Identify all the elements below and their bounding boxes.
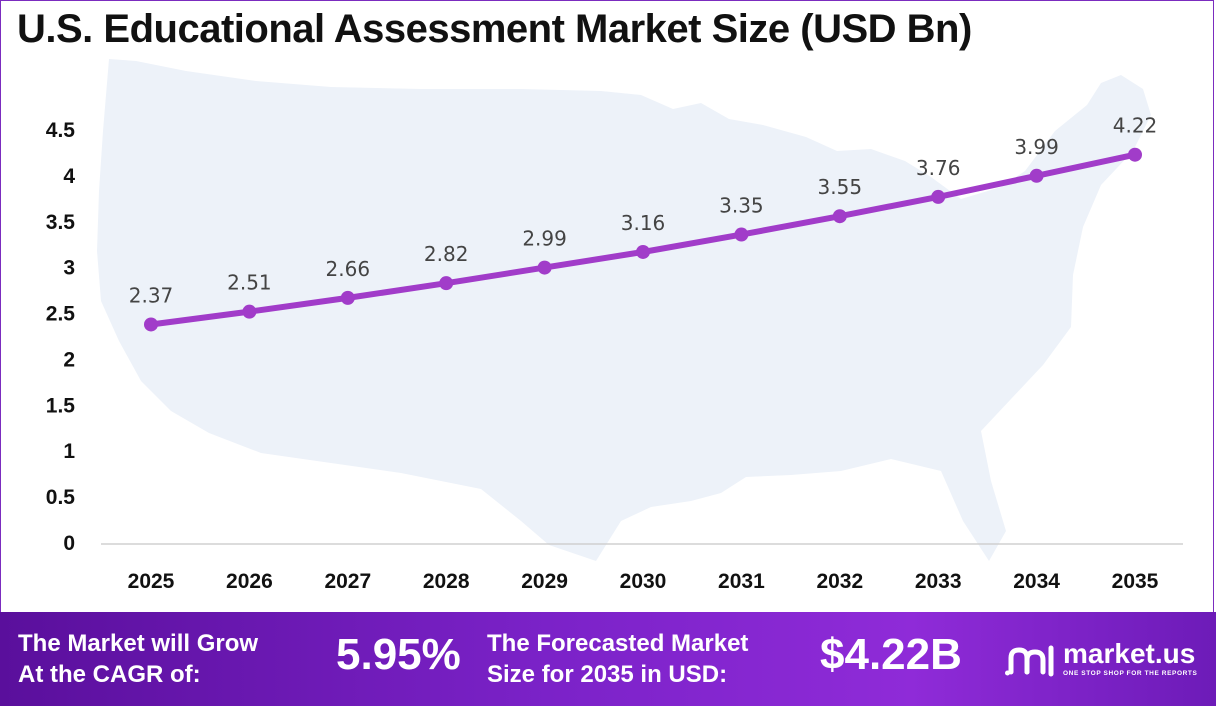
data-points bbox=[144, 147, 1142, 332]
data-point bbox=[439, 276, 454, 291]
logo-name: market.us bbox=[1063, 638, 1196, 669]
x-tick-label: 2030 bbox=[620, 570, 667, 593]
y-tick-label: 0.5 bbox=[46, 486, 76, 509]
x-axis-ticks: 2025 2026 2027 2028 2029 2030 2031 2032 2033 2034… bbox=[128, 570, 1159, 593]
data-point bbox=[636, 244, 650, 259]
data-label: 2.99 bbox=[522, 227, 567, 251]
data-point bbox=[931, 189, 946, 204]
x-tick-label: 2025 bbox=[128, 570, 175, 593]
data-labels: 2.37 2.51 2.66 2.82 2.99 3.16 3.35 3.55 3.76 3.99… bbox=[129, 114, 1158, 308]
y-tick-label: 2 bbox=[63, 348, 75, 371]
line-chart: 00.511.522.533.544.5 2025 2026 2027 2028 202… bbox=[46, 59, 1183, 593]
x-tick-label: 2028 bbox=[423, 570, 470, 593]
data-point bbox=[1128, 147, 1142, 162]
y-tick-label: 3.5 bbox=[46, 211, 76, 234]
x-tick-label: 2031 bbox=[718, 570, 765, 593]
y-tick-label: 2.5 bbox=[46, 303, 76, 326]
data-point bbox=[537, 260, 552, 275]
data-point bbox=[242, 304, 257, 319]
data-label: 2.82 bbox=[424, 242, 469, 266]
data-label: 3.99 bbox=[1014, 135, 1059, 159]
y-tick-label: 1.5 bbox=[46, 394, 76, 417]
data-label: 3.35 bbox=[719, 194, 764, 218]
cagr-value: 5.95% bbox=[336, 630, 461, 679]
market-us-logo-icon bbox=[1005, 645, 1054, 677]
data-label: 2.66 bbox=[326, 257, 371, 281]
data-point bbox=[832, 209, 847, 224]
y-tick-label: 4 bbox=[63, 165, 75, 188]
data-point bbox=[340, 290, 355, 305]
forecast-label: The Forecasted Market Size for 2035 in U… bbox=[487, 630, 749, 688]
data-label: 3.55 bbox=[818, 175, 863, 199]
y-tick-label: 3 bbox=[63, 257, 75, 280]
data-point bbox=[1029, 168, 1044, 183]
x-tick-label: 2032 bbox=[816, 570, 863, 593]
forecast-value: $4.22B bbox=[820, 630, 962, 679]
data-point bbox=[734, 227, 749, 242]
data-label: 3.76 bbox=[916, 156, 961, 180]
x-tick-label: 2033 bbox=[915, 570, 962, 593]
x-tick-label: 2027 bbox=[324, 570, 371, 593]
data-label: 3.16 bbox=[621, 211, 666, 235]
x-tick-label: 2029 bbox=[521, 570, 568, 593]
x-tick-label: 2026 bbox=[226, 570, 273, 593]
logo-tagline: ONE STOP SHOP FOR THE REPORTS bbox=[1063, 670, 1198, 677]
y-tick-label: 0 bbox=[63, 532, 75, 555]
market-us-logo[interactable]: market.us ONE STOP SHOP FOR THE REPORTS bbox=[1005, 636, 1211, 686]
x-tick-label: 2035 bbox=[1112, 570, 1159, 593]
footer-banner: The Market will Grow At the CAGR of: 5.9… bbox=[0, 612, 1216, 706]
x-tick-label: 2034 bbox=[1013, 570, 1060, 593]
cagr-label: The Market will Grow At the CAGR of: bbox=[18, 630, 259, 688]
data-label: 4.22 bbox=[1113, 114, 1158, 138]
us-map-silhouette bbox=[97, 59, 1151, 561]
y-tick-label: 1 bbox=[63, 440, 75, 463]
data-point bbox=[144, 317, 158, 332]
chart-title: U.S. Educational Assessment Market Size … bbox=[17, 7, 972, 51]
y-axis-ticks: 0 0.5 1 1.5 2 2.5 3 3.5 4 4.5 bbox=[46, 119, 76, 555]
y-tick-label: 4.5 bbox=[46, 119, 76, 142]
data-label: 2.37 bbox=[129, 283, 174, 307]
data-label: 2.51 bbox=[227, 271, 272, 295]
